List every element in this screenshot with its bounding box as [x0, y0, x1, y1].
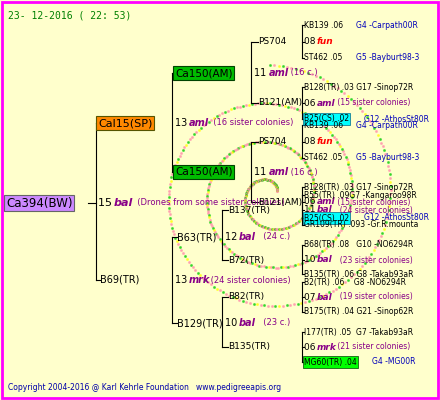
Text: KB139 .06: KB139 .06 [304, 120, 343, 130]
Text: I177(TR) .05  G7 -Takab93aR: I177(TR) .05 G7 -Takab93aR [304, 328, 413, 336]
Text: Cal15(SP): Cal15(SP) [98, 118, 152, 128]
Text: G12 -AthosSt80R: G12 -AthosSt80R [364, 214, 429, 222]
Text: (15 sister colonies): (15 sister colonies) [335, 198, 411, 206]
Text: B82(TR): B82(TR) [228, 292, 264, 302]
Text: 13: 13 [175, 118, 191, 128]
Text: bal: bal [317, 292, 333, 302]
Text: B63(TR): B63(TR) [177, 232, 216, 242]
Text: B128(TR) .03 G17 -Sinop72R: B128(TR) .03 G17 -Sinop72R [304, 82, 413, 92]
Text: mrk: mrk [189, 275, 210, 285]
Text: 06: 06 [304, 98, 319, 108]
Text: B135(TR) .06 G8 -Takab93aR: B135(TR) .06 G8 -Takab93aR [304, 270, 414, 278]
Text: aml: aml [317, 98, 336, 108]
Text: G5 -Bayburt98-3: G5 -Bayburt98-3 [356, 54, 419, 62]
Text: bal: bal [317, 256, 333, 264]
Text: 06: 06 [304, 198, 319, 206]
Text: MG60(TR) .04: MG60(TR) .04 [304, 358, 357, 366]
Text: (19 sister colonies): (19 sister colonies) [335, 292, 413, 302]
Text: 11: 11 [254, 68, 269, 78]
Text: (Drones from some sister colonies): (Drones from some sister colonies) [132, 198, 285, 208]
Text: B55(TR) .09G7 -Kangaroo98R: B55(TR) .09G7 -Kangaroo98R [304, 190, 417, 200]
Text: 23- 12-2016 ( 22: 53): 23- 12-2016 ( 22: 53) [8, 10, 132, 20]
Text: G5 -Bayburt98-3: G5 -Bayburt98-3 [356, 154, 419, 162]
Text: (23 c.): (23 c.) [258, 318, 290, 328]
Text: 08: 08 [304, 38, 319, 46]
Text: 11: 11 [254, 167, 269, 177]
Text: 07: 07 [304, 292, 319, 302]
Text: aml: aml [269, 167, 289, 177]
Text: bal: bal [317, 206, 333, 214]
Text: 06: 06 [304, 342, 319, 352]
Text: B121(AM): B121(AM) [258, 98, 302, 108]
Text: B25(CS) .02: B25(CS) .02 [304, 214, 349, 222]
Text: 08: 08 [304, 138, 319, 146]
Text: bal: bal [114, 198, 133, 208]
Text: B128(TR) .03 G17 -Sinop72R: B128(TR) .03 G17 -Sinop72R [304, 182, 413, 192]
Text: bal: bal [239, 232, 256, 242]
Text: Ca150(AM): Ca150(AM) [175, 167, 232, 177]
Text: (24 sister colonies): (24 sister colonies) [335, 206, 413, 214]
Text: G4 -MG00R: G4 -MG00R [372, 358, 415, 366]
Text: 15: 15 [98, 198, 116, 208]
Text: (16 sister colonies): (16 sister colonies) [208, 118, 293, 128]
Text: G4 -Carpath00R: G4 -Carpath00R [356, 20, 418, 30]
Text: (23 sister colonies): (23 sister colonies) [335, 256, 413, 264]
Text: 10: 10 [225, 318, 240, 328]
Text: G4 -Carpath00R: G4 -Carpath00R [356, 120, 418, 130]
Text: B129(TR): B129(TR) [177, 318, 223, 328]
Text: 12: 12 [225, 232, 241, 242]
Text: B121(AM): B121(AM) [258, 198, 302, 206]
Text: 13: 13 [175, 275, 191, 285]
Text: G12 -AthosSt80R: G12 -AthosSt80R [364, 114, 429, 124]
Text: ST462 .05: ST462 .05 [304, 154, 342, 162]
Text: Ca394(BW): Ca394(BW) [6, 196, 73, 210]
Text: B69(TR): B69(TR) [100, 275, 139, 285]
Text: aml: aml [317, 198, 336, 206]
Text: (16 c.): (16 c.) [288, 68, 318, 78]
Text: B68(TR) .08   G10 -NO6294R: B68(TR) .08 G10 -NO6294R [304, 240, 413, 250]
Text: (16 c.): (16 c.) [288, 168, 318, 176]
Text: (21 sister colonies): (21 sister colonies) [335, 342, 410, 352]
Text: B72(TR): B72(TR) [228, 256, 264, 264]
Text: fun: fun [317, 38, 334, 46]
Text: GR109(TR) .093 -Gr.R.mounta: GR109(TR) .093 -Gr.R.mounta [304, 220, 418, 230]
Text: PS704: PS704 [258, 38, 286, 46]
Text: B137(TR): B137(TR) [228, 206, 270, 214]
Text: bal: bal [239, 318, 256, 328]
Text: B135(TR): B135(TR) [228, 342, 270, 352]
Text: mrk: mrk [317, 342, 337, 352]
Text: (24 sister colonies): (24 sister colonies) [208, 276, 291, 284]
Text: B2(TR) .06    G8 -NO6294R: B2(TR) .06 G8 -NO6294R [304, 278, 406, 286]
Text: Copyright 2004-2016 @ Karl Kehrle Foundation   www.pedigreeapis.org: Copyright 2004-2016 @ Karl Kehrle Founda… [8, 383, 281, 392]
Text: fun: fun [317, 138, 334, 146]
Text: PS704: PS704 [258, 138, 286, 146]
Text: B25(CS) .02: B25(CS) .02 [304, 114, 349, 124]
Text: 11: 11 [304, 206, 319, 214]
Text: 10: 10 [304, 256, 319, 264]
Text: KB139 .06: KB139 .06 [304, 20, 343, 30]
Text: Ca150(AM): Ca150(AM) [175, 68, 232, 78]
Text: (24 c.): (24 c.) [258, 232, 290, 242]
Text: aml: aml [189, 118, 209, 128]
Text: aml: aml [269, 68, 289, 78]
Text: B175(TR) .04 G21 -Sinop62R: B175(TR) .04 G21 -Sinop62R [304, 308, 413, 316]
Text: (15 sister colonies): (15 sister colonies) [335, 98, 411, 108]
Text: ST462 .05: ST462 .05 [304, 54, 342, 62]
